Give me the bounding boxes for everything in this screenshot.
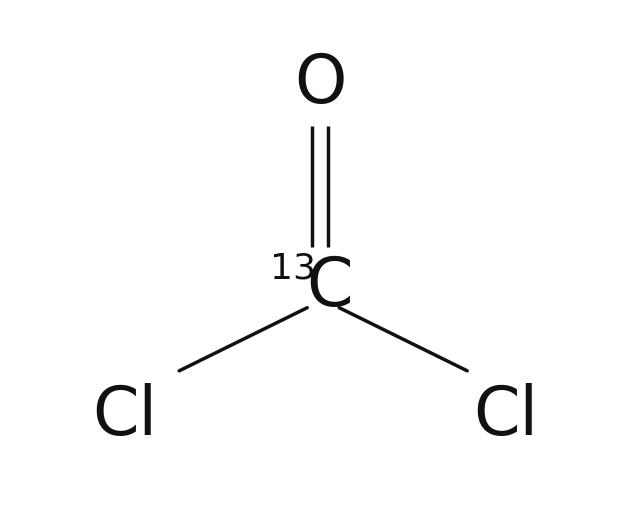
Text: O: O [294, 51, 346, 117]
Text: Cl: Cl [473, 382, 538, 449]
Text: C: C [307, 254, 353, 320]
Text: 13: 13 [270, 251, 316, 285]
Text: Cl: Cl [92, 382, 157, 449]
